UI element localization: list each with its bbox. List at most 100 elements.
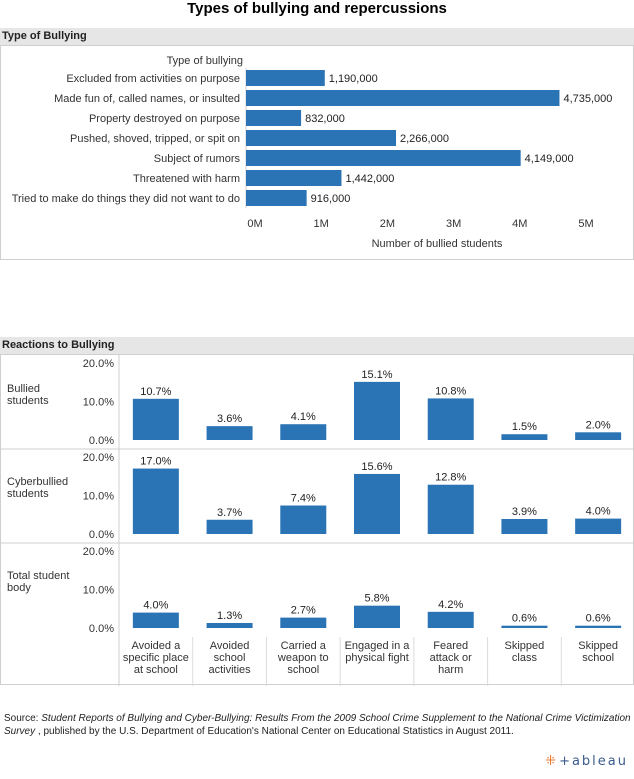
data-label: 1.3% (217, 610, 242, 622)
bar (132, 468, 179, 534)
y-tick-label: 10.0% (83, 585, 114, 597)
category-label: Excluded from activities on purpose (66, 73, 240, 85)
x-tick-label: Carried a (281, 640, 327, 652)
data-label: 832,000 (305, 113, 345, 125)
x-axis-title: Number of bullied students (372, 238, 503, 250)
data-label: 1,442,000 (345, 173, 394, 185)
data-label: 10.7% (140, 386, 171, 398)
data-label: 4.2% (438, 599, 463, 611)
x-tick-label: Engaged in a (345, 640, 411, 652)
x-tick-label: 1M (314, 218, 329, 230)
y-tick-label: 0.0% (89, 529, 114, 541)
x-tick-label: Avoided a (131, 640, 181, 652)
bar (246, 70, 325, 86)
series-label: students (7, 488, 49, 500)
data-label: 7.4% (291, 493, 316, 505)
bar (132, 398, 179, 440)
series-label: Total student (7, 570, 69, 582)
data-label: 5.8% (364, 593, 389, 605)
bar (280, 505, 327, 534)
bar (206, 426, 253, 440)
bar (501, 625, 548, 628)
bar (501, 434, 548, 440)
category-label: Subject of rumors (154, 153, 241, 165)
category-label: Property destroyed on purpose (89, 113, 240, 125)
y-tick-label: 20.0% (83, 358, 114, 370)
data-label: 15.1% (361, 369, 392, 381)
x-tick-label: Skipped (578, 640, 618, 652)
x-tick-label: 0M (247, 218, 262, 230)
data-label: 4.1% (291, 411, 316, 423)
data-label: 4,149,000 (525, 153, 574, 165)
tableau-mark-icon: ⁜ (545, 754, 557, 769)
data-label: 4.0% (586, 506, 611, 518)
bar (575, 625, 622, 628)
bar (246, 150, 521, 166)
x-tick-label: 5M (578, 218, 593, 230)
bar (246, 90, 560, 106)
data-label: 3.6% (217, 413, 242, 425)
y-tick-label: 0.0% (89, 435, 114, 447)
series-label: Bullied (7, 383, 40, 395)
bar (246, 190, 307, 206)
data-label: 2,266,000 (400, 133, 449, 145)
y-tick-label: 20.0% (83, 546, 114, 558)
bar (575, 432, 622, 440)
bar (280, 424, 327, 440)
section-header-reactions: Reactions to Bullying (0, 337, 634, 354)
x-tick-label: 3M (446, 218, 461, 230)
tableau-logo-text: +ableau (559, 754, 628, 769)
data-label: 2.0% (586, 419, 611, 431)
bar (280, 617, 327, 628)
source-suffix: , published by the U.S. Department of Ed… (35, 726, 514, 737)
bar (501, 518, 548, 534)
x-tick-label: physical fight (345, 652, 409, 664)
x-tick-label: 2M (380, 218, 395, 230)
series-label: students (7, 395, 49, 407)
series-label: body (7, 582, 31, 594)
x-tick-label: 4M (512, 218, 527, 230)
data-label: 916,000 (311, 193, 351, 205)
tableau-logo[interactable]: ⁜ +ableau (545, 754, 628, 769)
y-tick-label: 20.0% (83, 452, 114, 464)
category-label: Threatened with harm (133, 173, 240, 185)
y-tick-label: 10.0% (83, 491, 114, 503)
bar (246, 170, 342, 186)
bar (427, 611, 474, 628)
category-label: Made fun of, called names, or insulted (54, 93, 240, 105)
bar (246, 110, 302, 126)
source-note: Source: Student Reports of Bullying and … (4, 712, 632, 738)
bar (246, 130, 397, 146)
data-label: 12.8% (435, 472, 466, 484)
bar (354, 473, 400, 534)
data-label: 1.5% (512, 421, 537, 433)
x-tick-label: specific place (123, 652, 189, 664)
bar (132, 612, 179, 628)
types-bar-chart: Type of bullying Excluded from activities… (12, 55, 613, 250)
data-label: 4,735,000 (563, 93, 612, 105)
source-title: Student Reports of Bullying and Cyber-Bu… (4, 713, 631, 737)
data-label: 3.7% (217, 507, 242, 519)
x-tick-label: school (214, 652, 246, 664)
x-tick-label: school (287, 664, 319, 676)
data-label: 4.0% (143, 600, 168, 612)
series-label: Cyberbullied (7, 476, 68, 488)
data-label: 1,190,000 (329, 73, 378, 85)
x-tick-label: attack or (430, 652, 473, 664)
x-tick-label: class (512, 652, 538, 664)
bar (427, 484, 474, 534)
bar (206, 519, 253, 534)
bar (575, 518, 622, 534)
data-label: 15.6% (361, 461, 392, 473)
data-label: 17.0% (140, 456, 171, 468)
x-tick-label: Avoided (210, 640, 250, 652)
x-tick-label: at school (134, 664, 178, 676)
bar (427, 398, 474, 440)
x-tick-label: weapon to (277, 652, 329, 664)
x-tick-label: Feared (433, 640, 468, 652)
data-label: 0.6% (512, 613, 537, 625)
category-label: Pushed, shoved, tripped, or spit on (70, 133, 240, 145)
y-tick-label: 0.0% (89, 623, 114, 635)
category-label: Tried to make do things they did not wan… (12, 193, 240, 205)
